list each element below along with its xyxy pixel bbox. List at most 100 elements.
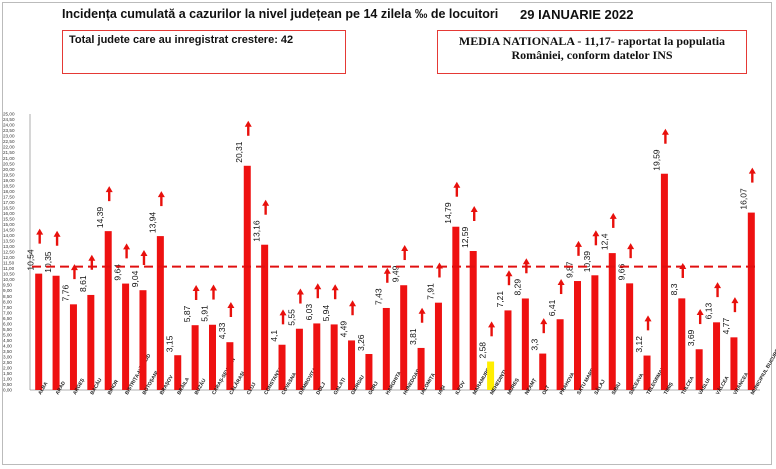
bar bbox=[330, 324, 338, 390]
trend-arrow-head bbox=[627, 243, 635, 250]
bar bbox=[504, 310, 512, 390]
data-label: 14,79 bbox=[443, 202, 453, 224]
y-tick-label: 1,00 bbox=[3, 377, 12, 382]
national-average-line2: României, conform datelor INS bbox=[511, 48, 673, 62]
trend-arrow-head bbox=[714, 282, 722, 289]
bar bbox=[209, 324, 216, 390]
data-label: 8,61 bbox=[78, 275, 88, 292]
trend-arrow-head bbox=[401, 245, 409, 252]
bar bbox=[608, 253, 616, 390]
data-label: 10,39 bbox=[582, 251, 592, 273]
trend-arrow-head bbox=[53, 230, 61, 237]
bar bbox=[156, 236, 164, 390]
y-tick-label: 21,50 bbox=[3, 150, 15, 155]
chart-frame bbox=[2, 2, 772, 465]
data-label: 3,81 bbox=[408, 328, 418, 345]
y-tick-label: 2,00 bbox=[3, 366, 12, 371]
data-label: 20,31 bbox=[234, 141, 244, 163]
data-label: 6,41 bbox=[547, 299, 557, 316]
bar bbox=[747, 212, 755, 390]
data-label: 7,76 bbox=[60, 285, 70, 302]
bar bbox=[452, 226, 460, 390]
trend-arrow-head bbox=[140, 249, 148, 256]
y-tick-label: 3,00 bbox=[3, 354, 12, 359]
trend-arrow-head bbox=[661, 128, 669, 135]
bar bbox=[487, 361, 495, 390]
trend-arrow-head bbox=[453, 181, 461, 188]
bar bbox=[87, 294, 95, 390]
trend-arrow-head bbox=[105, 186, 113, 193]
data-label: 8,3 bbox=[669, 283, 679, 295]
data-label: 3,12 bbox=[634, 336, 644, 353]
trend-arrow-head bbox=[557, 279, 565, 286]
y-tick-label: 2,50 bbox=[3, 360, 12, 365]
bar bbox=[695, 349, 703, 390]
data-label: 9,87 bbox=[565, 261, 575, 278]
data-label: 7,91 bbox=[425, 283, 435, 300]
national-average-box: MEDIA NATIONALA - 11,17- raportat la pop… bbox=[437, 30, 747, 74]
data-label: 10,35 bbox=[43, 251, 53, 273]
y-tick-label: 16,00 bbox=[3, 211, 15, 216]
y-tick-label: 11,50 bbox=[3, 261, 15, 266]
category-label: CLUJ bbox=[246, 382, 258, 396]
trend-arrow-head bbox=[262, 199, 270, 206]
bar bbox=[417, 347, 425, 390]
y-tick-label: 4,50 bbox=[3, 338, 12, 343]
data-label: 19,59 bbox=[651, 149, 661, 171]
y-tick-label: 6,00 bbox=[3, 321, 12, 326]
y-tick-label: 18,50 bbox=[3, 183, 15, 188]
y-tick-label: 5,50 bbox=[3, 327, 12, 332]
trend-arrow-head bbox=[192, 284, 200, 291]
y-tick-label: 24,00 bbox=[3, 123, 15, 128]
y-tick-label: 9,50 bbox=[3, 283, 12, 288]
trend-arrow-head bbox=[157, 191, 165, 198]
y-tick-label: 11,00 bbox=[3, 266, 15, 271]
bar bbox=[521, 298, 529, 390]
bar bbox=[348, 340, 356, 390]
data-label: 13,16 bbox=[252, 220, 262, 242]
data-label: 7,21 bbox=[495, 291, 505, 308]
y-tick-label: 5,00 bbox=[3, 332, 12, 337]
category-label: DOLJ bbox=[315, 381, 327, 396]
trend-arrow-head bbox=[88, 254, 96, 261]
national-average-line1: MEDIA NATIONALA - 11,17- raportat la pop… bbox=[458, 34, 726, 48]
trend-arrow-head bbox=[696, 309, 704, 316]
data-label: 5,87 bbox=[182, 305, 192, 322]
trend-arrow-head bbox=[505, 270, 513, 277]
y-tick-label: 22,50 bbox=[3, 139, 15, 144]
bar bbox=[122, 283, 130, 390]
trend-arrow-head bbox=[210, 284, 217, 291]
y-tick-label: 14,50 bbox=[3, 228, 15, 233]
trend-arrow-head bbox=[644, 315, 652, 322]
y-tick-label: 8,50 bbox=[3, 294, 12, 299]
bar bbox=[678, 298, 686, 390]
data-label: 6,13 bbox=[704, 303, 714, 320]
data-label: 6,03 bbox=[304, 304, 314, 321]
bar bbox=[35, 273, 43, 390]
y-tick-label: 23,50 bbox=[3, 128, 15, 133]
y-tick-label: 12,50 bbox=[3, 250, 15, 255]
y-tick-label: 18,00 bbox=[3, 189, 15, 194]
y-tick-label: 17,00 bbox=[3, 200, 15, 205]
data-label: 4,77 bbox=[721, 318, 731, 335]
y-tick-label: 14,00 bbox=[3, 233, 15, 238]
chart-title: Incidența cumulată a cazurilor la nivel … bbox=[62, 7, 499, 21]
y-tick-label: 0,50 bbox=[3, 382, 12, 387]
trend-arrow-head bbox=[123, 243, 131, 250]
y-tick-label: 12,00 bbox=[3, 255, 15, 260]
data-label: 3,3 bbox=[530, 338, 540, 350]
bar bbox=[730, 337, 738, 390]
data-label: 13,94 bbox=[147, 212, 157, 234]
bar bbox=[591, 275, 599, 390]
y-tick-label: 7,00 bbox=[3, 310, 12, 315]
y-tick-label: 4,00 bbox=[3, 343, 12, 348]
bar bbox=[191, 325, 199, 390]
data-label: 10,54 bbox=[26, 249, 36, 271]
trend-arrow-head bbox=[731, 297, 739, 304]
y-tick-label: 13,50 bbox=[3, 239, 15, 244]
data-label: 14,39 bbox=[95, 207, 105, 229]
y-tick-label: 7,50 bbox=[3, 305, 12, 310]
bar bbox=[713, 322, 721, 390]
bar bbox=[574, 281, 581, 390]
category-label: IAȘI bbox=[437, 384, 447, 396]
